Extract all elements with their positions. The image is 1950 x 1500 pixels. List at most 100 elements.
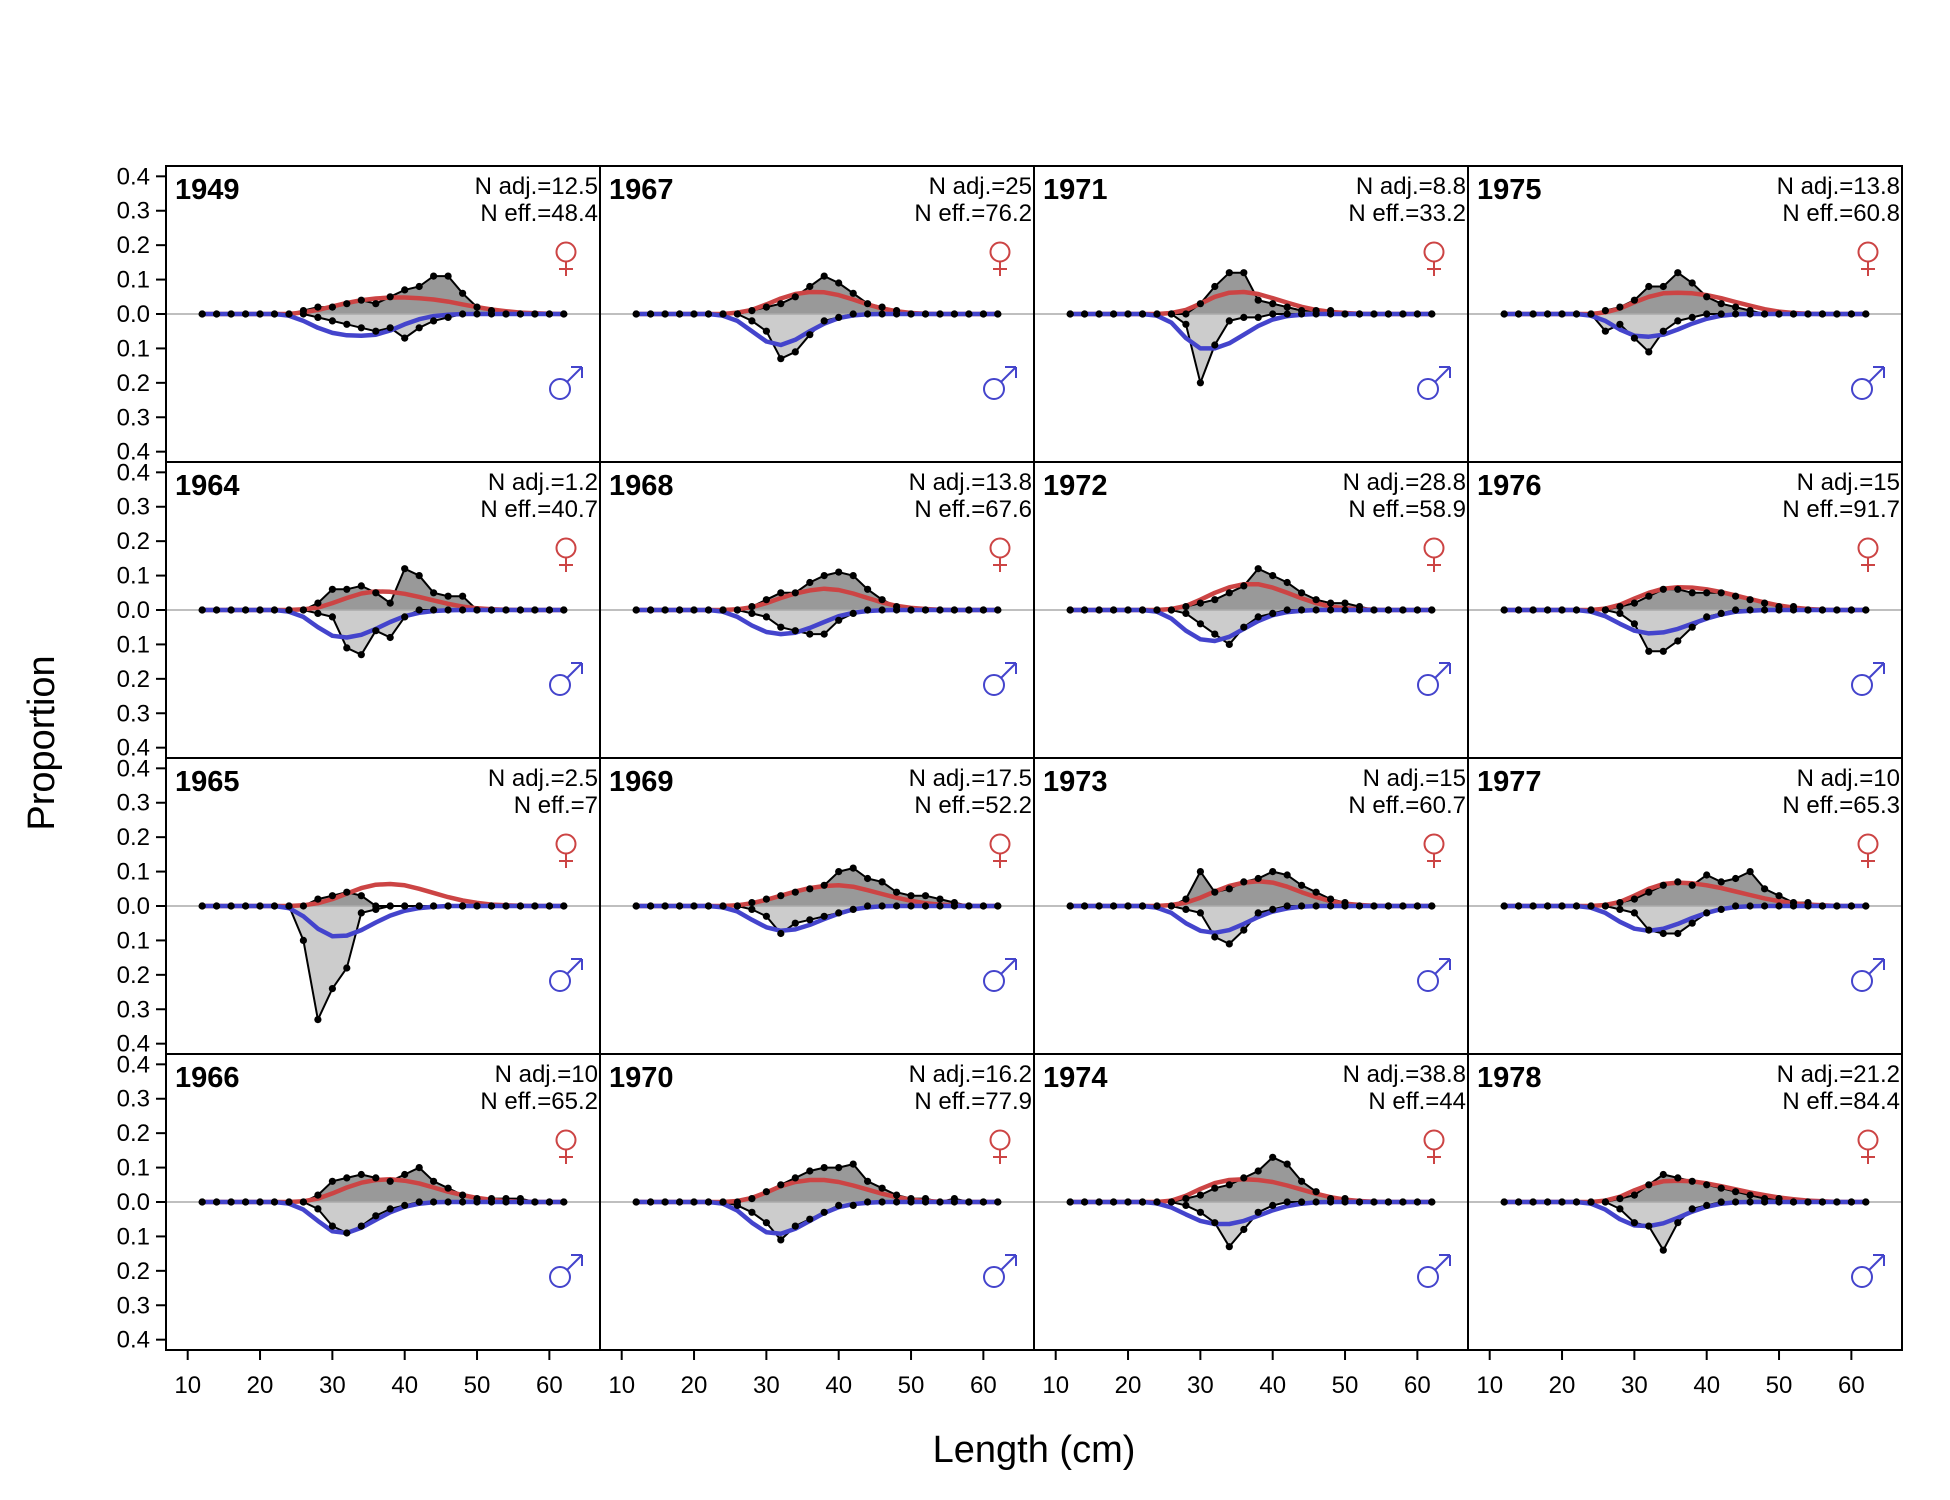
male-observed-point: [1327, 310, 1335, 318]
male-symbol-icon: [549, 662, 583, 696]
male-observed-point: [256, 1198, 264, 1206]
y-tick-label: 0.3: [117, 1292, 150, 1319]
male-observed-point: [979, 606, 988, 614]
male-observed-area: [202, 314, 564, 339]
male-observed-point: [415, 902, 423, 910]
male-observed-point: [487, 310, 496, 318]
male-observed-point: [1240, 313, 1248, 321]
female-observed-point: [762, 303, 771, 311]
male-observed-point: [242, 606, 250, 614]
male-observed-point: [386, 633, 394, 642]
female-observed-point: [748, 1195, 756, 1203]
male-observed-point: [1413, 606, 1421, 614]
male-observed-point: [1283, 902, 1291, 910]
female-observed-point: [762, 1188, 771, 1196]
male-observed-point: [1659, 327, 1667, 335]
male-observed-point: [343, 320, 351, 328]
female-observed-point: [328, 303, 336, 311]
male-observed-point: [1703, 613, 1711, 621]
male-observed-point: [1587, 606, 1595, 614]
female-observed-point: [386, 293, 394, 301]
male-observed-point: [1341, 1198, 1349, 1206]
male-observed-point: [791, 1222, 799, 1230]
x-tick-label: 20: [247, 1372, 274, 1399]
male-observed-point: [1645, 647, 1653, 655]
male-observed-point: [1355, 1198, 1364, 1206]
female-observed-point: [459, 1191, 467, 1199]
y-tick-label: 0.1: [117, 927, 150, 954]
male-observed-point: [1688, 919, 1696, 927]
male-observed-point: [1529, 606, 1537, 614]
panel-1973: 1973 N adj.=15N eff.=60.7: [1033, 757, 1469, 1055]
male-observed-point: [227, 902, 235, 910]
female-observed-point: [878, 303, 886, 311]
x-tick-label: 60: [1404, 1372, 1431, 1399]
n-eff-label: N eff.=40.7: [480, 496, 598, 523]
male-observed-point: [1688, 1205, 1696, 1213]
male-observed-point: [328, 985, 336, 993]
female-observed-point: [1717, 1184, 1725, 1192]
male-observed-point: [285, 1198, 293, 1206]
panel-year: 1949: [175, 174, 240, 206]
male-observed-point: [1789, 1198, 1798, 1206]
female-observed-point: [1703, 1181, 1711, 1189]
male-observed-point: [1399, 1198, 1407, 1206]
x-tick-label: 50: [464, 1372, 491, 1399]
male-symbol-icon: [1851, 1254, 1885, 1288]
male-symbol-icon: [1851, 958, 1885, 992]
male-observed-point: [487, 1198, 496, 1206]
male-observed-point: [835, 616, 843, 624]
male-observed-point: [372, 327, 380, 335]
male-observed-point: [357, 1222, 365, 1230]
panel-year: 1974: [1043, 1062, 1108, 1094]
male-observed-point: [343, 964, 351, 972]
female-observed-point: [835, 568, 843, 576]
x-tick-label: 30: [1621, 1372, 1648, 1399]
female-symbol-icon: [1423, 1129, 1445, 1164]
male-observed-point: [1761, 902, 1769, 910]
female-symbol-icon: [555, 1129, 577, 1164]
male-observed-point: [921, 310, 930, 318]
male-observed-point: [1124, 902, 1132, 910]
panel-year: 1977: [1477, 766, 1542, 798]
female-observed-point: [1182, 310, 1190, 318]
female-observed-point: [1283, 871, 1291, 879]
x-tick-label: 30: [1187, 1372, 1214, 1399]
male-observed-point: [1572, 310, 1581, 318]
male-observed-point: [733, 606, 742, 614]
y-axis: 0.40.30.20.10.00.10.20.30.40.40.30.20.10…: [117, 163, 166, 1354]
female-observed-point: [791, 888, 799, 896]
male-observed-point: [1124, 310, 1132, 318]
male-observed-point: [864, 902, 872, 910]
male-observed-point: [632, 902, 640, 910]
male-observed-point: [473, 902, 481, 910]
female-observed-point: [1746, 1191, 1754, 1199]
y-tick-label: 0.4: [117, 755, 150, 782]
female-observed-point: [314, 599, 322, 607]
male-observed-point: [1312, 606, 1320, 614]
panel-frame: [1467, 1053, 1903, 1351]
female-observed-point: [820, 881, 828, 889]
male-observed-point: [1298, 902, 1306, 910]
female-observed-point: [835, 279, 843, 287]
y-tick-label: 0.1: [117, 267, 150, 294]
male-symbol-icon: [1417, 1254, 1451, 1288]
male-observed-point: [1167, 902, 1175, 910]
x-tick-label: 40: [391, 1372, 418, 1399]
male-observed-point: [1544, 310, 1552, 318]
female-observed-point: [864, 585, 872, 593]
female-observed-point: [864, 1177, 872, 1185]
male-observed-point: [733, 1201, 742, 1209]
male-observed-point: [878, 902, 886, 910]
female-observed-point: [357, 892, 365, 900]
male-observed-point: [545, 1198, 554, 1206]
male-symbol-icon: [983, 1254, 1017, 1288]
male-observed-point: [661, 310, 669, 318]
male-observed-point: [1254, 613, 1262, 621]
male-observed-point: [1544, 1198, 1552, 1206]
male-observed-point: [1153, 606, 1161, 614]
male-observed-point: [256, 606, 264, 614]
female-observed-point: [1254, 296, 1262, 304]
male-observed-point: [1674, 317, 1682, 325]
female-observed-point: [1630, 1191, 1638, 1199]
